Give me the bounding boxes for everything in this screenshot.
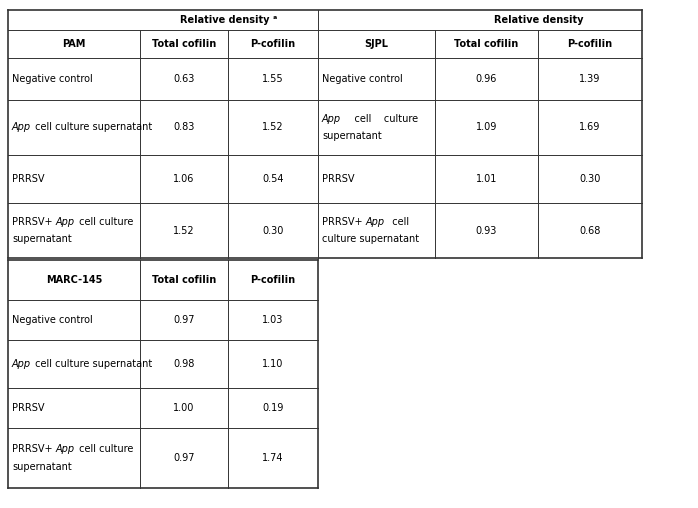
Text: 0.97: 0.97 [173,315,195,325]
Text: PAM: PAM [62,39,86,49]
Text: 1.09: 1.09 [476,122,497,133]
Text: App: App [366,217,385,227]
Text: 0.30: 0.30 [262,226,283,236]
Text: cell: cell [386,217,409,227]
Text: App: App [56,217,75,227]
Text: 0.30: 0.30 [579,174,601,184]
Text: 0.68: 0.68 [579,226,601,236]
Text: MARC-145: MARC-145 [46,275,102,285]
Text: Negative control: Negative control [12,315,93,325]
Text: Total cofilin: Total cofilin [454,39,519,49]
Text: P-cofilin: P-cofilin [251,275,295,285]
Text: 0.54: 0.54 [262,174,284,184]
Text: 1.00: 1.00 [173,403,195,413]
Text: App: App [12,359,31,369]
Text: 0.98: 0.98 [173,359,195,369]
Text: cell culture supernatant: cell culture supernatant [32,359,152,369]
Text: App: App [12,122,31,133]
Text: 1.69: 1.69 [579,122,601,133]
Text: cell culture: cell culture [76,444,133,454]
Text: Total cofilin: Total cofilin [152,39,216,49]
Text: 1.10: 1.10 [262,359,283,369]
Text: 1.01: 1.01 [476,174,497,184]
Text: 0.19: 0.19 [262,403,283,413]
Text: P-cofilin: P-cofilin [567,39,613,49]
Text: 0.97: 0.97 [173,453,195,463]
Text: 1.52: 1.52 [262,122,284,133]
Text: PRRSV+: PRRSV+ [12,444,56,454]
Text: 1.06: 1.06 [173,174,195,184]
Text: PRRSV: PRRSV [12,174,45,184]
Text: 0.83: 0.83 [173,122,195,133]
Text: PRRSV: PRRSV [322,174,355,184]
Text: supernatant: supernatant [322,131,382,141]
Text: SJPL: SJPL [364,39,389,49]
Text: App: App [322,114,341,124]
Text: cell culture: cell culture [76,217,133,227]
Text: PRRSV+: PRRSV+ [322,217,366,227]
Text: 0.96: 0.96 [476,74,497,84]
Text: PRRSV+: PRRSV+ [12,217,56,227]
Text: 1.74: 1.74 [262,453,284,463]
Text: Negative control: Negative control [322,74,403,84]
Text: 1.03: 1.03 [262,315,283,325]
Text: 0.93: 0.93 [476,226,497,236]
Text: 1.39: 1.39 [579,74,601,84]
Text: Negative control: Negative control [12,74,93,84]
Text: cell    culture: cell culture [342,114,418,124]
Text: Relative density: Relative density [493,15,584,25]
Text: Relative density ᵃ: Relative density ᵃ [180,15,278,25]
Text: supernatant: supernatant [12,462,72,472]
Text: culture supernatant: culture supernatant [322,234,419,244]
Text: 1.52: 1.52 [173,226,195,236]
Text: Total cofilin: Total cofilin [152,275,216,285]
Text: P-cofilin: P-cofilin [251,39,295,49]
Text: 0.63: 0.63 [173,74,195,84]
Text: PRRSV: PRRSV [12,403,45,413]
Text: App: App [56,444,75,454]
Text: cell culture supernatant: cell culture supernatant [32,122,152,133]
Text: supernatant: supernatant [12,234,72,244]
Text: 1.55: 1.55 [262,74,284,84]
